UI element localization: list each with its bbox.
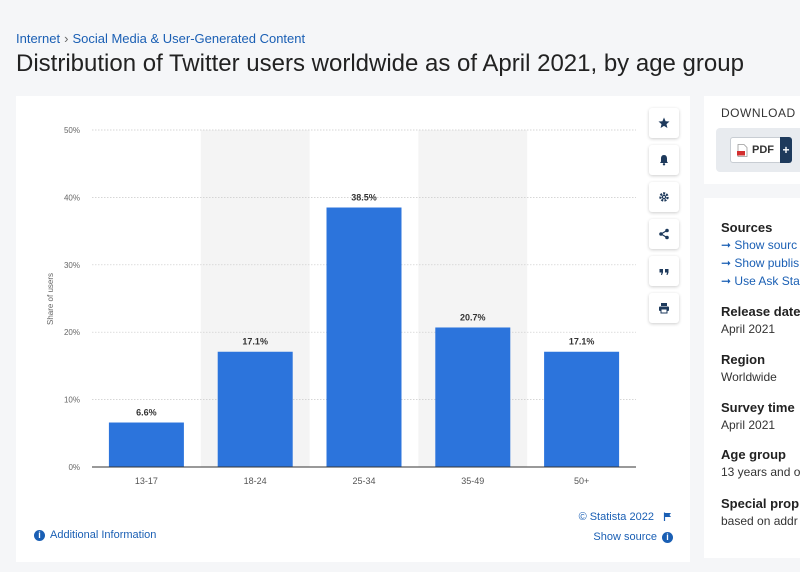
bar-chart: 0% 10% 20% 30% 40% 50% 6.6% 17.1% 38.5% 20.7% 17.… [46,126,636,486]
breadcrumb-item-internet[interactable]: Internet [16,31,61,46]
age-group-value: 13 years and o [721,465,800,479]
release-date-heading: Release date [721,304,800,319]
bell-icon [660,155,668,166]
x-tick-label: 35-49 [461,476,484,486]
copyright: © Statista 2022 [579,511,672,523]
statistic-details-panel: Sources ➞ Show sourc ➞ Show publis ➞ Use… [704,198,800,558]
quote-icon [659,269,669,275]
pdf-label: PDF [752,144,774,156]
chart-bars [108,207,620,467]
show-publisher-label: Show publis [734,256,800,270]
info-icon: i [662,531,673,543]
additional-information-link[interactable]: i Additional Information [34,529,156,541]
region-value: Worldwide [721,370,777,384]
y-tick-label: 40% [64,193,80,202]
x-tick-label: 50+ [574,476,589,486]
pdf-download-button[interactable]: PDF [730,137,782,163]
share-icon [659,228,669,240]
bar-value-label: 17.1% [242,337,268,347]
y-axis-ticks: 0% 10% 20% 30% 40% 50% [64,126,80,472]
download-panel: DOWNLOAD PDF + [704,96,800,184]
show-source-details-link[interactable]: ➞ Show sourc [721,238,797,252]
download-options: PDF + [716,128,800,172]
x-tick-label: 25-34 [352,476,375,486]
gear-icon [659,192,669,202]
star-icon [658,117,670,128]
share-button[interactable] [649,219,679,249]
ask-statista-label: Use Ask Sta [734,274,800,288]
notification-button[interactable] [649,145,679,175]
bar [544,351,620,467]
cite-button[interactable] [649,256,679,286]
release-date-value: April 2021 [721,322,776,336]
show-source-label: Show source [593,531,657,543]
download-more-button[interactable]: + [780,137,792,163]
special-properties-value: based on addr [721,514,798,528]
bar-value-label: 20.7% [460,312,486,322]
y-tick-label: 20% [64,328,80,337]
breadcrumb-separator: › [64,31,69,46]
print-icon [659,303,669,314]
x-tick-label: 13-17 [135,476,158,486]
sources-heading: Sources [721,220,773,235]
breadcrumb: Internet › Social Media & User-Generated C… [16,31,305,46]
bar-value-label: 17.1% [569,337,595,347]
show-source-details-label: Show sourc [734,238,798,252]
survey-time-heading: Survey time [721,400,795,415]
bar [108,422,184,467]
arrow-right-icon: ➞ [721,274,732,288]
show-source-link[interactable]: Show source i [593,531,673,543]
show-publisher-link[interactable]: ➞ Show publis [721,256,799,270]
chart-card: 0% 10% 20% 30% 40% 50% 6.6% 17.1% 38.5% 20.7% 17.… [16,96,690,562]
favorite-button[interactable] [649,108,679,138]
bar-value-label: 38.5% [351,193,377,203]
additional-information-label: Additional Information [50,529,157,541]
copyright-text: © Statista 2022 [578,511,654,523]
bar [217,351,293,467]
x-tick-label: 18-24 [244,476,267,486]
y-tick-label: 0% [68,463,80,472]
download-title: DOWNLOAD [721,106,796,120]
y-tick-label: 10% [64,396,80,405]
pdf-file-icon [737,143,748,157]
region-heading: Region [721,352,766,367]
chart-toolbar [649,108,679,330]
age-group-heading: Age group [721,447,786,462]
bar-value-label: 6.6% [136,408,157,418]
chart-value-labels: 6.6% 17.1% 38.5% 20.7% 17.1% [136,193,594,418]
page-title: Distribution of Twitter users worldwide … [16,50,744,77]
y-axis-label: Share of users [46,273,55,325]
flag-icon [663,512,671,521]
bar [435,327,511,467]
breadcrumb-item-social-media[interactable]: Social Media & User-Generated Content [72,31,306,46]
survey-time-value: April 2021 [721,418,776,432]
arrow-right-icon: ➞ [721,238,732,252]
bar [326,207,402,467]
y-tick-label: 30% [64,261,80,270]
x-axis-ticks: 13-17 18-24 25-34 35-49 50+ [135,476,589,486]
y-tick-label: 50% [64,126,80,135]
settings-button[interactable] [649,182,679,212]
print-button[interactable] [649,293,679,323]
arrow-right-icon: ➞ [721,256,732,270]
info-icon: i [34,529,45,541]
special-properties-heading: Special prop [721,496,800,511]
ask-statista-link[interactable]: ➞ Use Ask Sta [721,274,800,288]
